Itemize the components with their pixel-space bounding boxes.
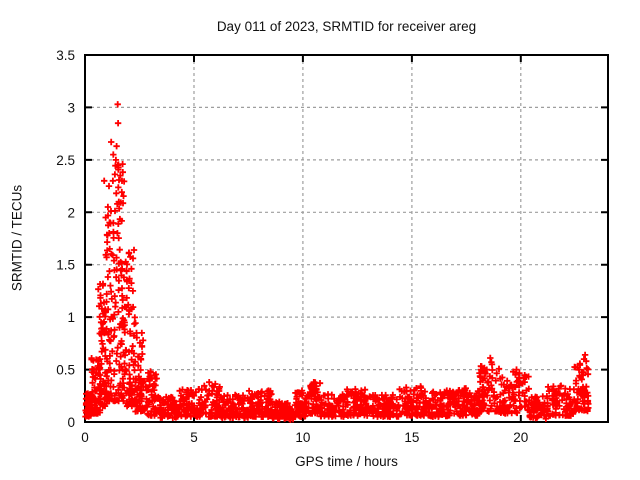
y-tick-label: 3.5 [56, 48, 75, 63]
y-tick-label: 1 [67, 310, 75, 325]
y-tick-label: 1.5 [56, 258, 75, 273]
x-axis-label: GPS time / hours [295, 454, 398, 469]
x-tick-label: 0 [81, 430, 89, 445]
y-tick-label: 2 [67, 205, 75, 220]
x-tick-label: 10 [295, 430, 310, 445]
y-tick-label: 2.5 [56, 153, 75, 168]
y-tick-label: 0.5 [56, 363, 75, 378]
chart-title: Day 011 of 2023, SRMTID for receiver are… [216, 19, 477, 34]
y-tick-label: 0 [67, 415, 75, 430]
x-tick-label: 20 [513, 430, 528, 445]
x-tick-label: 15 [404, 430, 419, 445]
y-tick-label: 3 [67, 100, 75, 115]
plot-border [84, 54, 609, 423]
tick-marks [84, 54, 608, 423]
x-tick-label: 5 [190, 430, 198, 445]
scatter-points [82, 101, 592, 423]
gridlines [84, 54, 608, 423]
